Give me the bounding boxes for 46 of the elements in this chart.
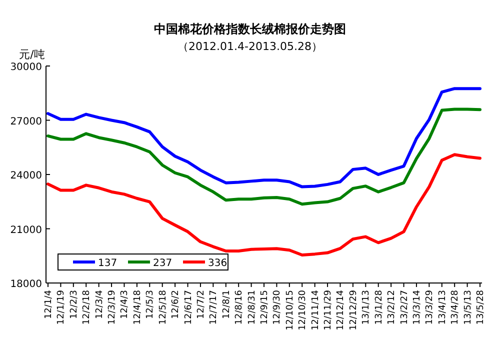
legend-label: 336 (208, 258, 228, 269)
x-tick-label: 12/12/29 (348, 290, 359, 330)
y-tick-label: 30000 (10, 62, 42, 73)
x-tick-label: 12/2/3 (69, 290, 80, 319)
x-tick-label: 13/1/13 (362, 290, 372, 325)
y-tick-label: 27000 (10, 116, 42, 128)
x-tick-label: 13/5/28 (476, 290, 486, 325)
y-tick-label: 18000 (10, 279, 42, 290)
x-tick-label: 13/2/27 (400, 290, 410, 325)
x-tick-label: 13/3/14 (412, 290, 422, 325)
x-tick-label: 12/1/19 (56, 290, 67, 325)
x-tick-label: 13/5/13 (463, 290, 474, 325)
x-tick-label: 12/9/15 (260, 290, 270, 325)
x-tick-label: 12/3/4 (94, 290, 105, 319)
y-tick-label: 21000 (10, 224, 42, 236)
x-tick-label: 12/1/4 (44, 290, 54, 319)
chart-subtitle: （2012.01.4-2013.05.28） (178, 40, 322, 53)
x-tick-label: 13/1/28 (374, 290, 384, 325)
legend-label: 237 (153, 258, 172, 269)
x-tick-label: 12/5/18 (158, 290, 168, 325)
x-tick-label: 12/5/3 (146, 290, 156, 319)
legend-label: 137 (98, 258, 118, 269)
x-tick-label: 12/7/2 (196, 290, 206, 319)
x-tick-label: 12/7/17 (209, 290, 220, 325)
x-tick-label: 12/8/16 (234, 290, 245, 325)
x-tick-label: 12/6/2 (171, 290, 182, 319)
x-tick-label: 12/2/18 (82, 290, 92, 325)
y-tick-label: 24000 (10, 170, 42, 182)
x-tick-label: 13/3/29 (425, 290, 436, 325)
x-tick-label: 12/10/15 (285, 290, 296, 330)
y-axis-title: 元/吨 (19, 48, 45, 61)
x-tick-label: 12/4/18 (132, 290, 143, 325)
x-tick-label: 12/8/31 (247, 290, 258, 325)
x-tick-label: 12/6/17 (184, 290, 194, 325)
x-tick-label: 12/11/14 (310, 290, 321, 330)
x-tick-label: 13/4/28 (450, 290, 461, 325)
x-tick-label: 12/4/3 (120, 290, 130, 319)
x-tick-label: 12/11/29 (324, 290, 334, 330)
x-tick-label: 13/2/12 (387, 290, 398, 325)
chart-title: 中国棉花价格指数长绒棉报价走势图 (154, 22, 346, 36)
x-tick-label: 12/3/19 (108, 290, 118, 325)
x-tick-label: 12/10/30 (298, 290, 308, 330)
x-tick-label: 12/12/14 (336, 290, 346, 330)
x-tick-label: 12/9/30 (272, 290, 283, 325)
x-tick-label: 12/8/1 (222, 290, 232, 319)
x-tick-label: 13/4/13 (438, 290, 448, 325)
